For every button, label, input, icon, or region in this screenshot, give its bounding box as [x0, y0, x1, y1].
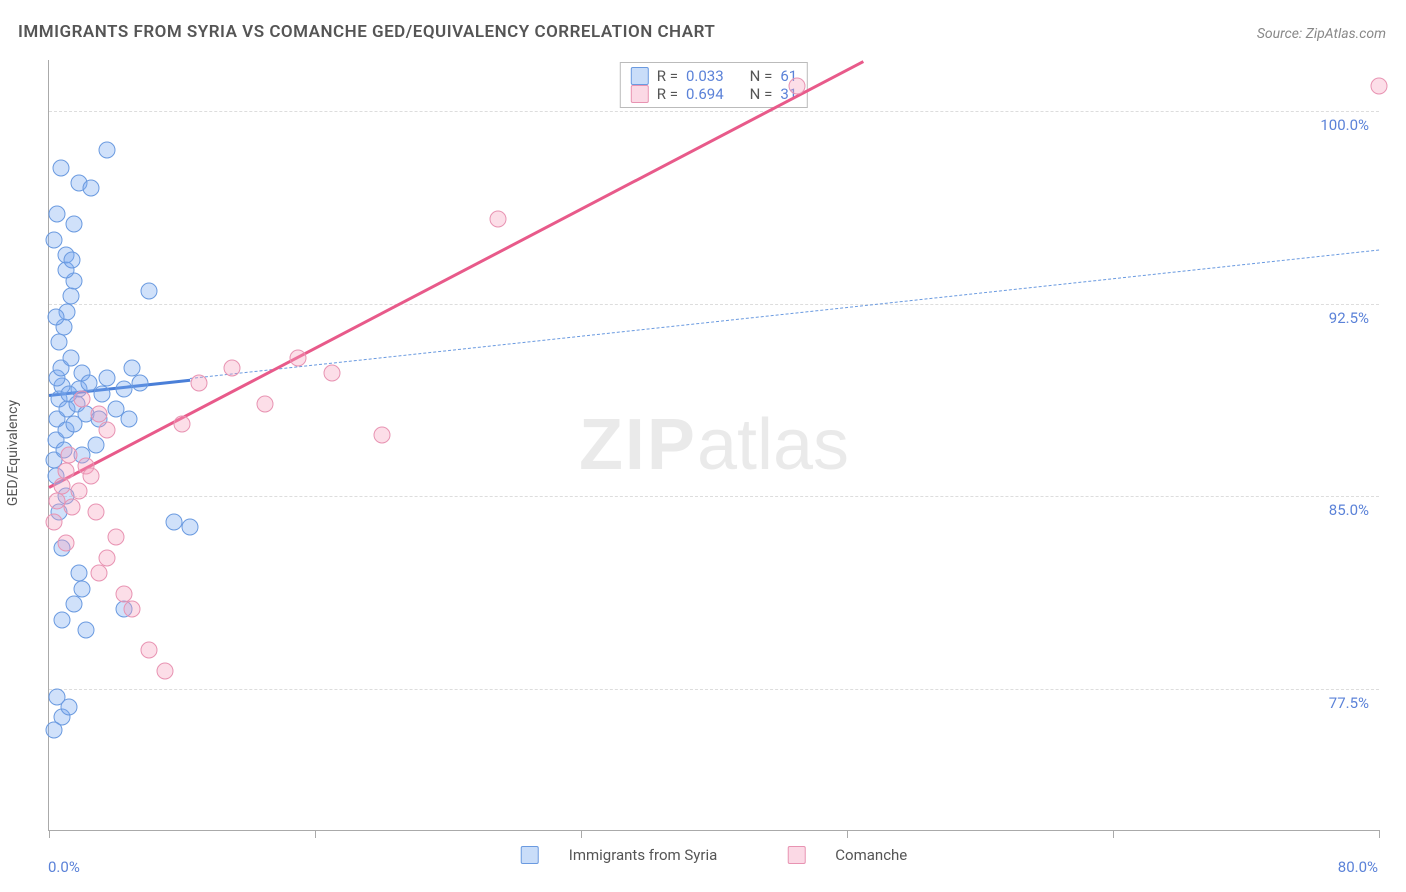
data-point	[182, 519, 199, 536]
regression-line	[190, 250, 1379, 379]
source-label: Source: ZipAtlas.com	[1257, 26, 1386, 42]
legend-row-1: R = 0.033 N = 61	[631, 67, 797, 85]
data-point	[60, 698, 77, 715]
y-tick-label: 85.0%	[1329, 501, 1369, 519]
y-tick-label: 100.0%	[1320, 116, 1369, 134]
data-point	[140, 283, 157, 300]
data-point	[115, 585, 132, 602]
data-point	[62, 288, 79, 305]
data-point	[50, 334, 67, 351]
data-point	[1371, 77, 1388, 94]
r-label-1: R =	[657, 67, 678, 85]
x-tick	[1113, 830, 1114, 838]
data-point	[99, 370, 116, 387]
data-point	[99, 421, 116, 438]
data-point	[323, 365, 340, 382]
data-point	[45, 721, 62, 738]
data-point	[47, 308, 64, 325]
data-point	[45, 514, 62, 531]
data-point	[52, 159, 69, 176]
data-point	[70, 483, 87, 500]
watermark-bold: ZIP	[579, 405, 697, 485]
r-label-2: R =	[657, 85, 678, 103]
x-min-label: 0.0%	[48, 858, 80, 876]
data-point	[174, 416, 191, 433]
data-point	[124, 601, 141, 618]
swatch-blue-icon	[521, 846, 539, 864]
swatch-blue-icon	[631, 67, 649, 85]
data-point	[82, 180, 99, 197]
gridline	[49, 496, 1379, 497]
x-tick	[49, 830, 50, 838]
data-point	[140, 642, 157, 659]
data-point	[65, 596, 82, 613]
watermark: ZIPatlas	[579, 404, 849, 486]
data-point	[290, 349, 307, 366]
data-point	[87, 503, 104, 520]
data-point	[107, 529, 124, 546]
data-point	[64, 498, 81, 515]
data-point	[257, 395, 274, 412]
legend-series: Immigrants from Syria Comanche	[521, 846, 908, 864]
data-point	[165, 514, 182, 531]
data-point	[94, 385, 111, 402]
data-point	[99, 141, 116, 158]
gridline	[49, 689, 1379, 690]
data-point	[57, 462, 74, 479]
chart-title: IMMIGRANTS FROM SYRIA VS COMANCHE GED/EQ…	[18, 22, 715, 42]
watermark-rest: atlas	[697, 405, 849, 485]
data-point	[64, 252, 81, 269]
data-point	[45, 231, 62, 248]
y-tick-label: 92.5%	[1329, 309, 1369, 327]
legend-series-2: Comanche	[835, 846, 907, 864]
data-point	[49, 206, 66, 223]
data-point	[65, 216, 82, 233]
data-point	[77, 621, 94, 638]
data-point	[90, 406, 107, 423]
data-point	[62, 349, 79, 366]
x-tick	[1379, 830, 1380, 838]
data-point	[190, 375, 207, 392]
gridline	[49, 304, 1379, 305]
legend-series-1: Immigrants from Syria	[569, 846, 718, 864]
data-point	[60, 447, 77, 464]
plot-area: ZIPatlas R = 0.033 N = 61 R = 0.694 N = …	[48, 60, 1379, 831]
gridline	[49, 111, 1379, 112]
swatch-pink-icon	[787, 846, 805, 864]
data-point	[87, 437, 104, 454]
data-point	[74, 390, 91, 407]
data-point	[70, 565, 87, 582]
regression-line	[48, 60, 864, 489]
x-tick	[315, 830, 316, 838]
data-point	[373, 426, 390, 443]
x-tick	[847, 830, 848, 838]
data-point	[54, 611, 71, 628]
legend-row-2: R = 0.694 N = 31	[631, 85, 797, 103]
data-point	[132, 375, 149, 392]
data-point	[157, 662, 174, 679]
data-point	[489, 211, 506, 228]
legend-correlation: R = 0.033 N = 61 R = 0.694 N = 31	[620, 62, 808, 108]
r-value-2: 0.694	[686, 85, 724, 103]
data-point	[789, 77, 806, 94]
data-point	[115, 380, 132, 397]
n-label-1: N =	[750, 67, 773, 85]
data-point	[74, 580, 91, 597]
data-point	[124, 360, 141, 377]
data-point	[57, 534, 74, 551]
x-tick	[581, 830, 582, 838]
y-axis-label: GED/Equivalency	[5, 400, 21, 506]
r-value-1: 0.033	[686, 67, 724, 85]
n-label-2: N =	[750, 85, 773, 103]
swatch-pink-icon	[631, 85, 649, 103]
data-point	[120, 411, 137, 428]
data-point	[90, 565, 107, 582]
data-point	[223, 360, 240, 377]
data-point	[82, 467, 99, 484]
y-tick-label: 77.5%	[1329, 694, 1369, 712]
x-max-label: 80.0%	[1338, 858, 1378, 876]
data-point	[99, 549, 116, 566]
data-point	[54, 478, 71, 495]
